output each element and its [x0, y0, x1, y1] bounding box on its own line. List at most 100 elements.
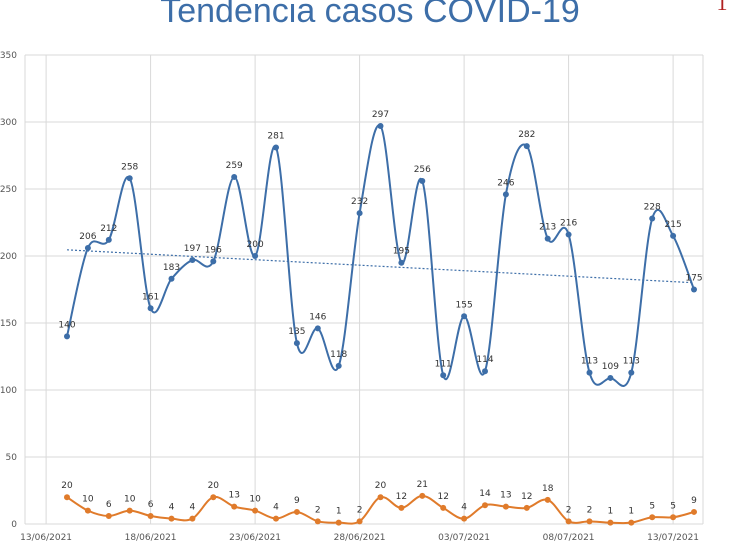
data-point [482, 502, 488, 509]
data-label: 1 [628, 507, 634, 517]
data-point [84, 507, 91, 514]
data-point [210, 258, 217, 265]
data-label: 140 [58, 320, 75, 330]
data-label: 21 [417, 480, 428, 490]
data-point [649, 514, 656, 521]
data-label: 9 [691, 496, 697, 506]
data-label: 6 [148, 500, 154, 510]
data-point [252, 507, 259, 514]
data-point [335, 362, 342, 369]
data-label: 10 [249, 495, 261, 505]
data-label: 183 [163, 263, 180, 273]
data-label: 12 [521, 492, 532, 502]
data-label: 2 [315, 505, 321, 515]
data-point [231, 503, 238, 510]
data-point [126, 507, 133, 514]
data-point [105, 236, 112, 243]
chart-title: Tendencia casos COVID-19 [160, 0, 580, 30]
data-point [691, 286, 697, 293]
data-label: 6 [106, 500, 112, 510]
data-label: 118 [330, 350, 347, 360]
data-point [419, 177, 426, 184]
data-label: 5 [670, 501, 676, 511]
data-label: 12 [396, 492, 407, 502]
data-point [440, 372, 447, 379]
data-point [189, 257, 196, 264]
data-point [461, 313, 468, 320]
y-tick-label: 300 [0, 118, 17, 128]
data-point [147, 305, 154, 312]
data-label: 109 [602, 362, 619, 372]
data-label: 175 [685, 274, 702, 284]
data-label: 14 [479, 489, 491, 499]
y-tick-label: 50 [6, 453, 18, 463]
data-label: 9 [294, 496, 300, 506]
data-label: 12 [437, 492, 448, 502]
data-point [586, 369, 593, 376]
data-label: 113 [623, 357, 640, 367]
series-line [66, 124, 695, 387]
data-point [64, 333, 70, 340]
data-point [628, 519, 635, 526]
series-0: 140 206 212 258 161 183 197 196 259 200 281 135 146 1… [58, 110, 703, 387]
data-point [126, 175, 133, 182]
data-label: 200 [247, 240, 264, 250]
data-label: 206 [79, 232, 96, 242]
data-point [335, 519, 342, 526]
x-tick-label: 03/07/2021 [438, 533, 490, 543]
data-point [419, 492, 426, 499]
y-tick-label: 0 [11, 520, 17, 530]
data-point [670, 514, 677, 521]
data-point [502, 191, 509, 198]
data-label: 4 [273, 503, 279, 513]
data-label: 4 [190, 503, 196, 513]
data-point [168, 275, 175, 282]
data-point [523, 143, 530, 150]
data-point [147, 512, 154, 519]
data-point [273, 515, 279, 522]
data-label: 282 [518, 130, 535, 140]
data-label: 20 [61, 481, 73, 491]
data-label: 212 [100, 224, 117, 234]
x-tick-label: 13/06/2021 [20, 533, 72, 543]
data-point [377, 494, 384, 501]
data-label: 4 [461, 503, 467, 513]
y-tick-label: 100 [0, 386, 17, 396]
data-point [440, 504, 447, 511]
data-label: 258 [121, 162, 138, 172]
data-label: 297 [372, 110, 389, 120]
data-label: 196 [205, 245, 222, 255]
data-label: 111 [435, 359, 452, 369]
data-label: 113 [581, 357, 598, 367]
grid-layer [24, 54, 704, 525]
data-point [586, 518, 593, 525]
data-point [670, 232, 677, 239]
y-tick-label: 200 [0, 252, 17, 262]
trendline [66, 249, 695, 284]
data-point [293, 340, 300, 347]
data-point [273, 144, 279, 151]
data-point [607, 519, 614, 526]
data-point [64, 494, 70, 501]
data-point [189, 515, 196, 522]
y-tick-label: 250 [0, 185, 17, 195]
data-point [231, 173, 238, 180]
x-tick-label: 28/06/2021 [334, 533, 386, 543]
y-tick-label: 350 [0, 51, 17, 61]
data-label: 2 [587, 505, 593, 515]
data-point [565, 518, 572, 525]
data-label: 5 [649, 501, 655, 511]
data-point [461, 515, 468, 522]
data-label: 195 [393, 247, 410, 257]
data-label: 10 [124, 495, 136, 505]
trendline-layer [66, 249, 695, 284]
data-label: 10 [82, 495, 94, 505]
x-tick-label: 08/07/2021 [543, 533, 595, 543]
data-point [356, 518, 363, 525]
data-label: 215 [665, 220, 682, 230]
data-label: 232 [351, 197, 368, 207]
y-tick-label: 150 [0, 319, 17, 329]
data-point [544, 496, 551, 503]
